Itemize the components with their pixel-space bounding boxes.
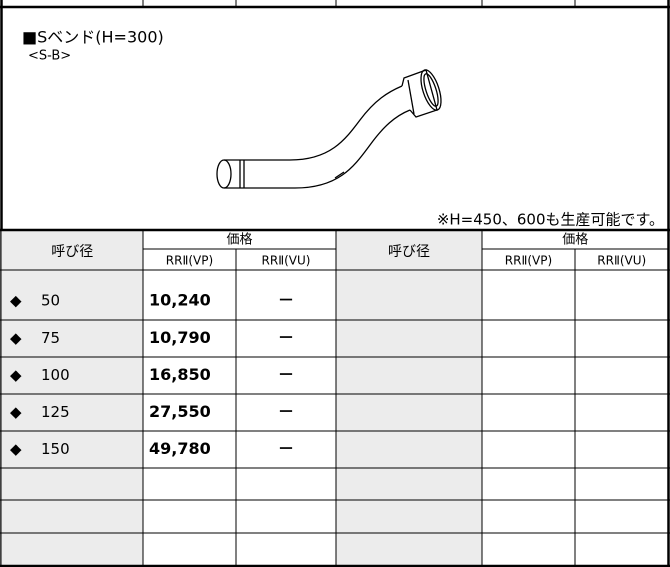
size-column-bg (1, 230, 143, 567)
row-size: 75 (41, 329, 60, 347)
row-mark: ◆ (10, 440, 22, 458)
row-vu: － (278, 328, 294, 347)
section-title: ■Sベンド(H=300) (22, 28, 164, 47)
pipe-illustration (216, 69, 442, 189)
row-mark: ◆ (10, 366, 22, 384)
row-vp: 10,790 (149, 328, 211, 347)
row-size: 125 (41, 403, 70, 421)
header-size: 呼び径 (51, 244, 93, 260)
header-size: 呼び径 (388, 244, 430, 260)
note: ※H=450、600も生産可能です。 (437, 211, 664, 229)
row-vu: － (278, 291, 294, 310)
section-code: <S-B> (28, 49, 71, 64)
row-size: 50 (41, 292, 60, 310)
header-price: 価格 (226, 232, 252, 248)
header-price: 価格 (562, 232, 588, 248)
row-mark: ◆ (10, 329, 22, 347)
row-vu: － (278, 439, 294, 458)
price-table: 呼び径 価格 RRⅡ(VP) RRⅡ(VU) 呼び径 価格 RRⅡ(VP) RRⅡ(VU) ◆ 5… (0, 228, 670, 567)
header-vp: RRⅡ(VP) (505, 254, 552, 268)
row-vp: 49,780 (149, 439, 211, 458)
row-vu: － (278, 365, 294, 384)
row-vp: 10,240 (149, 291, 211, 310)
row-vp: 16,850 (149, 365, 211, 384)
row-vp: 27,550 (149, 402, 211, 421)
header-vu: RRⅡ(VU) (262, 254, 311, 268)
row-mark: ◆ (10, 403, 22, 421)
header-vp: RRⅡ(VP) (166, 254, 213, 268)
row-size: 150 (41, 440, 70, 458)
row-mark: ◆ (10, 292, 22, 310)
header-vu: RRⅡ(VU) (597, 254, 646, 268)
size-column-bg (336, 230, 482, 567)
row-size: 100 (41, 366, 70, 384)
row-vu: － (278, 402, 294, 421)
